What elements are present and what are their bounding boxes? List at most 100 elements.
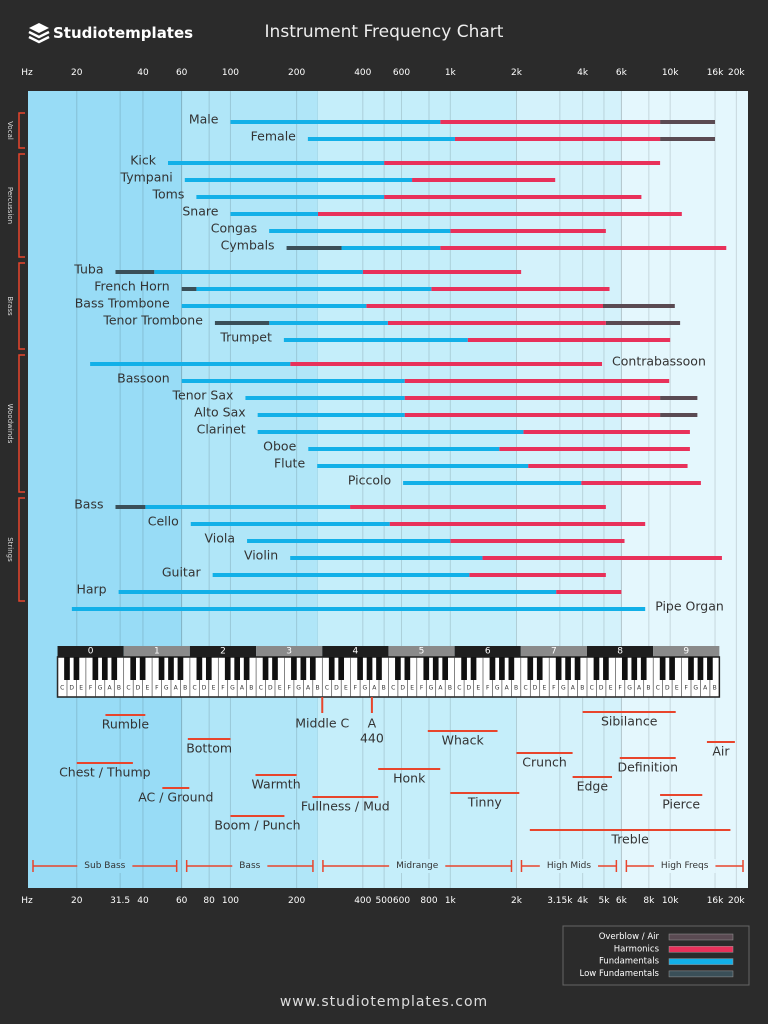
footer: www.studiotemplates.com	[280, 994, 488, 1010]
legend-label: Harmonics	[614, 944, 660, 954]
range-bar	[404, 396, 661, 400]
instrument-label: Contrabassoon	[612, 354, 706, 369]
note-label: C	[590, 685, 594, 692]
descriptor-label: Sibilance	[601, 714, 658, 729]
black-key	[130, 657, 137, 680]
x-tick-label: 16k	[707, 896, 724, 906]
x-tick-label: 20	[71, 68, 83, 78]
x-tick-label: 100	[222, 68, 239, 78]
group-bracket	[18, 497, 25, 602]
black-key	[432, 657, 439, 680]
instrument-label: Flute	[274, 456, 305, 471]
black-key	[376, 657, 382, 680]
range-bar	[404, 413, 661, 417]
descriptor-label: Boom / Punch	[214, 818, 300, 833]
range-bar	[366, 304, 604, 308]
band-label: High Mids	[547, 861, 592, 871]
instrument-label: Guitar	[162, 565, 202, 580]
x-tick-label: 1k	[445, 896, 457, 906]
note-label: G	[362, 685, 367, 692]
note-label: C	[391, 685, 395, 692]
instrument-label: Clarinet	[197, 422, 246, 437]
black-key	[707, 657, 713, 680]
range-bar	[499, 447, 690, 451]
octave-header	[57, 646, 124, 657]
descriptor-label: Whack	[442, 733, 485, 748]
instrument-label: Congas	[211, 221, 257, 236]
range-bar	[387, 321, 606, 325]
note-label: A	[372, 685, 377, 692]
instrument-label: Harp	[76, 582, 106, 597]
octave-label: 3	[286, 647, 292, 657]
legend-swatch	[668, 933, 734, 941]
black-key	[395, 657, 401, 680]
x-tick-label: 20	[71, 896, 83, 906]
note-label: F	[685, 685, 689, 692]
black-key	[508, 657, 515, 680]
note-label: G	[495, 685, 500, 692]
black-key	[461, 657, 467, 680]
range-bar	[286, 246, 342, 250]
note-label: D	[533, 685, 538, 692]
black-key	[177, 657, 184, 680]
black-key	[688, 657, 694, 680]
note-label: A	[240, 685, 245, 692]
band-label-bg	[653, 859, 716, 873]
note-label: E	[476, 685, 480, 692]
black-key	[139, 657, 146, 680]
x-tick-label: 500	[376, 896, 393, 906]
range-bar	[154, 270, 363, 274]
x-tick-label: 800	[420, 896, 437, 906]
x-tick-label: 400	[354, 68, 371, 78]
note-label: B	[713, 685, 717, 692]
range-bar	[440, 120, 661, 124]
x-tick-label: 10k	[662, 68, 679, 78]
black-key	[73, 657, 80, 680]
legend-swatch	[668, 958, 734, 965]
range-bar	[283, 338, 468, 342]
note-label: D	[136, 685, 141, 692]
instrument-label: Cello	[148, 514, 179, 529]
x-tick-label: 60	[176, 896, 188, 906]
range-bar	[181, 304, 367, 308]
note-label: E	[344, 685, 348, 692]
note-label: G	[429, 685, 434, 692]
note-label: D	[400, 685, 405, 692]
octave-header	[322, 646, 389, 657]
range-bar	[605, 321, 681, 325]
range-bar	[115, 270, 155, 274]
black-key	[489, 657, 496, 680]
black-key	[338, 657, 345, 680]
note-label: A	[571, 685, 576, 692]
note-label: A	[107, 685, 112, 692]
note-label: F	[221, 685, 225, 692]
x-tick-label: 6k	[616, 68, 628, 78]
note-label: G	[230, 685, 235, 692]
black-key	[631, 657, 638, 680]
range-bar	[317, 212, 682, 216]
descriptor-label: Rumble	[102, 717, 150, 732]
note-label: F	[618, 685, 622, 692]
black-key	[300, 657, 307, 680]
black-key	[574, 657, 581, 680]
range-bar	[230, 212, 318, 216]
black-key	[262, 657, 269, 680]
x-tick-label: 200	[288, 896, 305, 906]
black-key	[555, 657, 562, 680]
group-label: Vocal	[6, 121, 14, 140]
range-bar	[528, 464, 688, 468]
range-bar	[341, 246, 441, 250]
range-bar	[431, 287, 610, 291]
note-label: C	[656, 685, 660, 692]
range-bar	[660, 413, 698, 417]
band	[317, 91, 517, 888]
band-label: High Freqs	[661, 861, 709, 871]
black-key	[243, 657, 250, 680]
descriptor-label: Chest / Thump	[59, 765, 151, 780]
note-label: C	[193, 685, 197, 692]
range-bar	[412, 178, 556, 182]
x-tick-label: 3.15k	[547, 896, 573, 906]
legend-box	[562, 925, 750, 986]
